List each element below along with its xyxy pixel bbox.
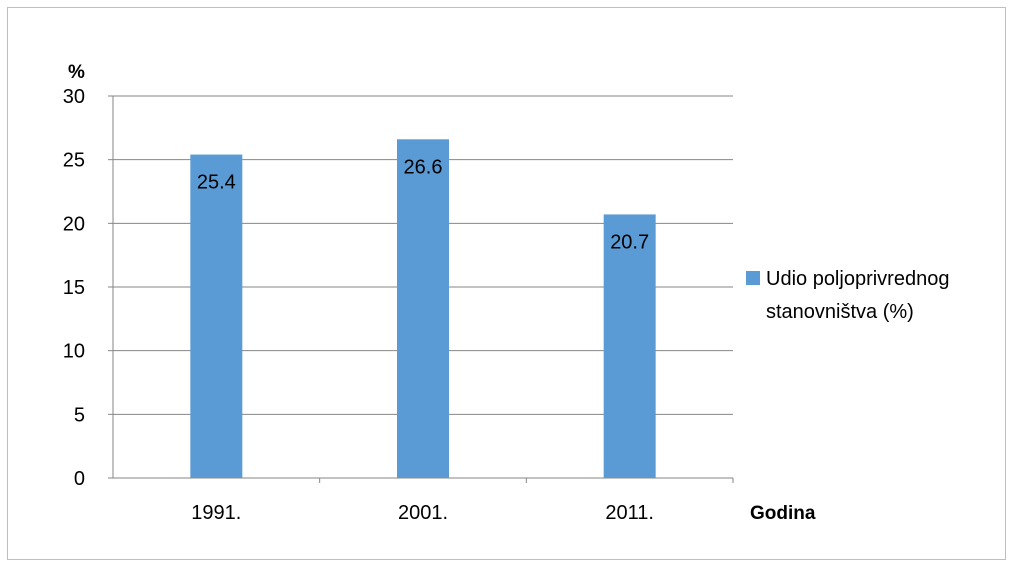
x-tick-label: 1991. [191,502,241,524]
data-label: 25.4 [197,172,236,194]
y-axis-title: % [68,62,85,83]
x-tick-label: 2011. [605,502,654,524]
legend-label-line-1: Udio poljoprivrednog [766,268,949,290]
y-tick-label: 15 [63,277,85,299]
x-axis-title: Godina [750,503,816,524]
data-label: 20.7 [610,231,649,253]
y-tick-label: 25 [63,150,85,172]
legend-swatch [746,271,760,285]
bar [603,214,656,479]
bar [397,139,449,478]
data-labels: 25.4 26.6 20.7 [197,156,649,253]
legend-label-line-2: stanovništva (%) [766,301,914,323]
y-tick-label: 5 [74,404,85,426]
tick-labels: 0 5 10 15 20 25 30 1991. 2001. 2011. [63,86,654,524]
x-tick-label: 2001. [398,502,448,524]
legend: Udio poljoprivrednog stanovništva (%) [746,268,949,323]
y-tick-label: 20 [63,213,85,235]
data-label: 26.6 [404,156,443,178]
bar [190,154,243,478]
y-tick-label: 0 [74,468,85,490]
y-tick-label: 10 [63,341,85,363]
chart-frame [7,7,1006,560]
bars [190,139,656,479]
y-tick-label: 30 [63,86,85,108]
